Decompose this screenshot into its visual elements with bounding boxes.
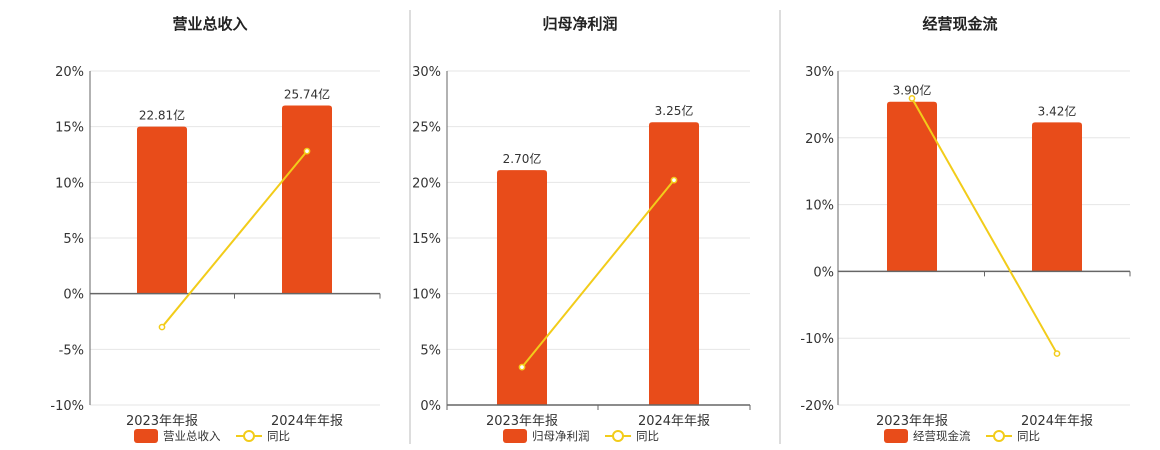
x-category-label: 2023年年报 [126, 414, 198, 429]
yoy-point-2 [1053, 350, 1061, 357]
y-tick-label: 5% [63, 232, 84, 247]
bar-2 [649, 122, 699, 406]
y-tick-label: -10% [50, 399, 84, 414]
chart-panel-3: 经营现金流 -20% -10% 0% 10% 20% 30% 3.90亿 3.42亿 2023年年… [800, 15, 1131, 443]
x-category-label: 2023年年报 [486, 414, 558, 429]
legend-line-marker [993, 430, 1005, 442]
legend-bar-label: 营业总收入 [163, 429, 221, 443]
x-category-label: 2024年年报 [1021, 414, 1093, 429]
y-tick-label: 20% [805, 132, 834, 147]
y-tick-label: 0% [813, 265, 834, 280]
chart-title: 归母净利润 [542, 15, 617, 33]
y-tick-label: 0% [63, 288, 84, 303]
y-tick-label: 30% [805, 65, 834, 80]
bar-data-label: 25.74亿 [284, 87, 330, 102]
legend-line-label: 同比 [267, 429, 290, 443]
yoy-line [161, 150, 308, 328]
y-tick-label: 30% [412, 65, 441, 80]
yoy-line [911, 97, 1058, 355]
bar-data-label: 3.90亿 [893, 83, 932, 98]
y-tick-label: 10% [412, 288, 441, 303]
chart-title: 经营现金流 [922, 15, 997, 33]
chart-title: 营业总收入 [172, 15, 247, 33]
chart-panel-1: 营业总收入 -10% -5% 0% 5% 10% 15% 20% 22.81亿 25.74亿 202… [50, 15, 381, 443]
y-tick-label: 0% [420, 399, 441, 414]
legend-bar-swatch [884, 429, 908, 443]
chart-panel-2: 归母净利润 0% 5% 10% 15% 20% 25% 30% 2.70亿 3.25亿 2023年年… [412, 15, 751, 443]
yoy-line [521, 179, 675, 368]
y-tick-label: -5% [59, 343, 84, 358]
legend-line-marker [243, 430, 255, 442]
x-category-label: 2024年年报 [638, 414, 710, 429]
x-category-label: 2023年年报 [876, 414, 948, 429]
y-tick-label: -20% [800, 399, 834, 414]
yoy-point-1 [158, 323, 166, 331]
y-tick-label: 10% [55, 176, 84, 191]
bar-1 [137, 126, 187, 294]
yoy-point-1 [908, 95, 916, 102]
bar-data-label: 22.81亿 [139, 108, 185, 123]
yoy-point-2 [303, 147, 311, 155]
y-tick-label: 25% [412, 121, 441, 136]
yoy-point-2 [670, 176, 678, 184]
bar-1 [497, 170, 547, 405]
y-tick-label: 20% [412, 176, 441, 191]
bar-1 [887, 101, 937, 272]
y-tick-label: -10% [800, 332, 834, 347]
yoy-point-1 [518, 363, 526, 371]
legend-line-label: 同比 [636, 429, 659, 443]
y-tick-label: 15% [412, 232, 441, 247]
bar-data-label: 3.42亿 [1038, 103, 1077, 118]
bar-2 [1032, 122, 1082, 272]
legend-bar-label: 经营现金流 [913, 429, 971, 443]
legend-line-marker [612, 430, 624, 442]
y-tick-label: 20% [55, 65, 84, 80]
bar-2 [282, 105, 332, 294]
bar-data-label: 3.25亿 [655, 103, 694, 118]
y-tick-label: 10% [805, 199, 834, 214]
x-category-label: 2024年年报 [271, 414, 343, 429]
bar-data-label: 2.70亿 [503, 151, 542, 166]
legend-bar-label: 归母净利润 [532, 429, 590, 443]
legend-bar-swatch [134, 429, 158, 443]
legend-bar-swatch [503, 429, 527, 443]
y-tick-label: 5% [420, 343, 441, 358]
legend-line-label: 同比 [1017, 429, 1040, 443]
y-tick-label: 15% [55, 121, 84, 136]
